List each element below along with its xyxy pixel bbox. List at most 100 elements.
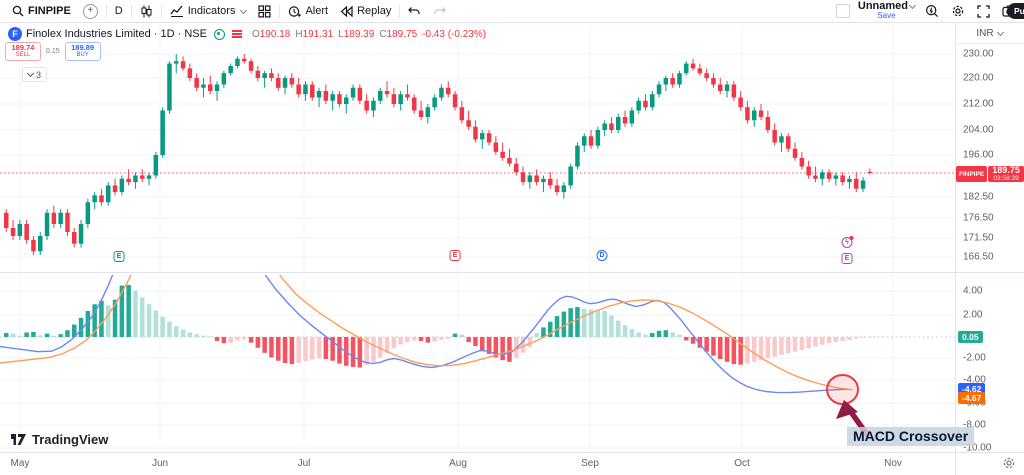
fullscreen-button[interactable] — [971, 0, 996, 22]
redo-icon — [433, 6, 447, 16]
redo-button[interactable] — [427, 0, 452, 22]
price-tick-label: 212.00 — [963, 98, 994, 110]
chart-plot-area[interactable] — [0, 0, 955, 452]
layout-name-label: Unnamed — [857, 0, 908, 12]
replay-icon — [340, 5, 353, 17]
price-tick-label: 204.00 — [963, 124, 994, 136]
toolbar-separator — [160, 4, 162, 18]
settings-gear-icon — [951, 4, 965, 18]
replay-button[interactable]: Replay — [334, 0, 397, 22]
price-axis-border — [955, 22, 956, 475]
time-axis-label: Oct — [734, 458, 750, 469]
change-value: -0.43 (-0.23%) — [422, 28, 487, 40]
notification-dot — [849, 236, 854, 240]
publish-label: Pu — [1014, 6, 1024, 16]
indicators-label: Indicators — [187, 5, 236, 17]
indicators-button[interactable]: Indicators — [164, 0, 253, 22]
chevron-down-icon — [996, 28, 1004, 36]
pane-separator[interactable] — [0, 272, 1024, 273]
time-axis-label: Nov — [884, 458, 902, 469]
top-toolbar: FINPIPE + D Indicators — [0, 0, 1024, 23]
search-icon — [12, 5, 24, 17]
settings-button[interactable] — [945, 0, 971, 22]
fullscreen-icon — [977, 4, 990, 18]
time-axis-label: Jul — [297, 458, 311, 469]
toolbar-separator — [279, 4, 281, 18]
sell-button[interactable]: 189.74 SELL — [5, 42, 41, 61]
earnings-badge[interactable]: E — [449, 250, 461, 261]
publish-button[interactable]: Pu — [1007, 3, 1024, 19]
quick-search-icon — [925, 4, 939, 18]
indicators-icon — [170, 5, 184, 17]
layout-thumbnail-icon[interactable] — [835, 4, 850, 18]
watermark-text: TradingView — [32, 432, 109, 447]
axis-settings-gear-icon[interactable] — [1002, 456, 1016, 470]
price-tick-label: 176.50 — [963, 212, 994, 224]
interval-button[interactable]: D — [109, 0, 129, 22]
quick-search-button[interactable] — [919, 0, 945, 22]
legend-title[interactable]: Finolex Industries Limited · 1D · NSE — [26, 28, 207, 40]
sell-label: SELL — [15, 52, 31, 58]
annotation-arrow-head — [836, 400, 858, 419]
alert-label: Alert — [305, 5, 329, 17]
interval-label: D — [114, 5, 123, 17]
time-axis-separator — [0, 452, 1024, 453]
trade-widget: 189.74 SELL 0.15 189.89 BUY — [5, 42, 101, 61]
object-tree-chip[interactable]: 3 — [22, 67, 48, 82]
close-value: 189.75 — [386, 28, 418, 40]
signal-line — [0, 275, 853, 391]
candles-icon — [140, 5, 153, 18]
legend-visibility-icon[interactable] — [213, 28, 225, 40]
undo-button[interactable] — [402, 0, 427, 22]
hidden-items-count: 3 — [36, 69, 42, 80]
alert-button[interactable]: Alert — [282, 0, 334, 22]
symbol-name: FINPIPE — [28, 5, 71, 17]
crossover-circle — [826, 374, 859, 405]
macd-line — [0, 275, 849, 394]
currency-label: INR — [976, 27, 994, 39]
macd-crossover-annotation[interactable]: MACD Crossover — [847, 427, 975, 446]
chart-style-button[interactable] — [134, 0, 159, 22]
earnings-badge[interactable]: E — [841, 253, 853, 264]
layout-grid-button[interactable] — [252, 0, 277, 22]
time-axis-label: Jun — [151, 458, 169, 469]
currency-dropdown[interactable]: INR — [955, 23, 1024, 44]
save-link[interactable]: Save — [877, 11, 896, 20]
price-tick-label: 230.00 — [963, 48, 994, 60]
spread-value: 0.15 — [46, 48, 60, 55]
price-tick-label: 196.00 — [963, 149, 994, 161]
toolbar-separator — [130, 4, 132, 18]
indicator-value-badge: 0.05 — [958, 331, 983, 343]
alert-clock-icon — [288, 5, 302, 18]
price-tick-label: 182.50 — [963, 191, 994, 203]
layout-name-menu[interactable]: Unnamed Save — [857, 0, 917, 20]
macd-tick-label: -4.00 — [963, 374, 986, 386]
compare-button[interactable]: + — [77, 0, 104, 22]
buy-button[interactable]: 189.89 BUY — [64, 42, 101, 61]
time-axis-label: May — [10, 458, 30, 469]
toolbar-separator — [105, 4, 107, 18]
legend-menu-icon[interactable] — [231, 30, 242, 38]
symbol-logo: F — [8, 27, 22, 41]
alert-event-badge[interactable]: ϟ — [841, 236, 854, 248]
buy-price: 189.89 — [71, 43, 95, 52]
time-axis-label: Sep — [581, 458, 599, 469]
macd-tick-label: -2.00 — [963, 352, 986, 364]
symbol-legend[interactable]: F Finolex Industries Limited · 1D · NSE … — [8, 27, 486, 41]
chevron-down-icon — [26, 69, 35, 78]
replay-label: Replay — [357, 5, 392, 17]
macd-tick-label: -10.00 — [963, 442, 992, 454]
price-tick-label: 166.50 — [963, 251, 994, 263]
undo-icon — [408, 6, 421, 16]
plus-icon: + — [82, 3, 98, 19]
earnings-badge[interactable]: E — [113, 251, 125, 262]
macd-histogram — [4, 285, 873, 368]
bar-countdown: 03:58:39 — [993, 174, 1019, 182]
price-tick-label: 220.00 — [963, 72, 994, 84]
dividend-badge[interactable]: D — [596, 250, 608, 261]
candlestick-series — [4, 54, 873, 256]
open-value: 190.18 — [259, 28, 291, 40]
buy-label: BUY — [76, 52, 89, 58]
macd-tick-label: 2.00 — [963, 309, 983, 321]
symbol-search-button[interactable]: FINPIPE — [6, 0, 77, 22]
